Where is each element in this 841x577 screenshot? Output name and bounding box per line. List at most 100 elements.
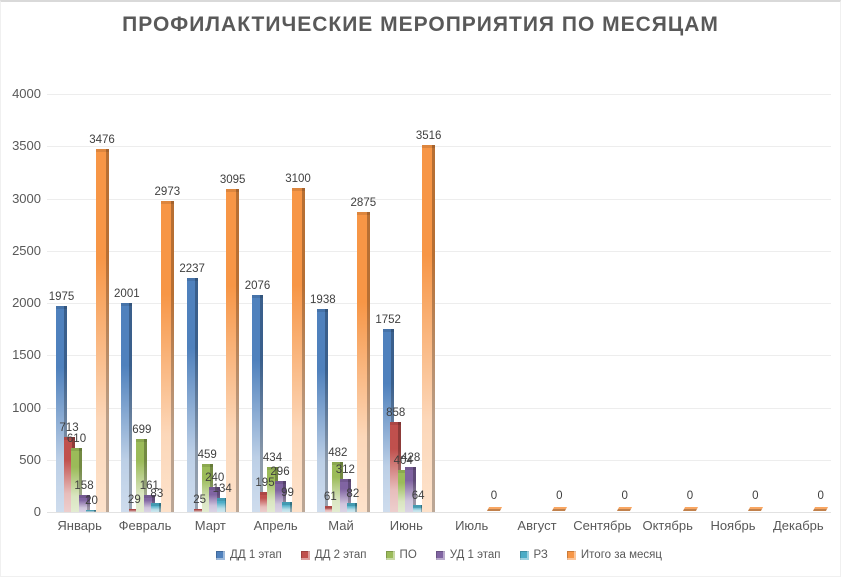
bar-value-label: 64 xyxy=(411,490,425,503)
bar xyxy=(267,466,278,512)
bar xyxy=(86,509,97,512)
legend-label: ДД 2 этап xyxy=(314,549,367,561)
gridline xyxy=(47,512,831,513)
bar xyxy=(186,278,198,512)
bar xyxy=(201,464,213,512)
legend-item: Итого за месяц xyxy=(566,549,662,561)
bar-value-label: 195 xyxy=(255,476,275,489)
bar-value-label: 2001 xyxy=(114,287,140,300)
bar-value-label: 0 xyxy=(490,490,498,502)
bar xyxy=(259,491,271,512)
bar-value-label: 99 xyxy=(281,486,294,499)
gridline xyxy=(47,407,831,409)
bar-value-label: 2076 xyxy=(244,280,271,293)
bar-value-label: 434 xyxy=(262,451,283,464)
legend-item: ПО xyxy=(385,549,417,561)
bar-value-label: 699 xyxy=(132,423,152,436)
bar-value-label: 29 xyxy=(127,493,141,506)
bar xyxy=(324,505,336,512)
bar-value-label: 3100 xyxy=(285,173,311,186)
bar-value-label: 858 xyxy=(386,407,406,420)
bar-value-label: 2875 xyxy=(350,196,377,209)
bar-value-label: 134 xyxy=(212,482,232,495)
x-axis-label: Октябрь xyxy=(642,518,693,533)
x-axis-label: Май xyxy=(328,518,354,533)
bar xyxy=(128,508,140,512)
bar-value-label: 83 xyxy=(150,488,164,501)
bar xyxy=(332,461,344,512)
zero-marker xyxy=(617,507,633,511)
gridline xyxy=(47,303,831,304)
bar xyxy=(143,495,155,512)
bar-value-label: 482 xyxy=(328,446,348,459)
x-axis-label: Февраль xyxy=(118,518,172,533)
y-axis-label: 1500 xyxy=(12,347,41,363)
bar xyxy=(405,467,417,512)
bar xyxy=(194,509,206,512)
bar-value-label: 0 xyxy=(686,490,694,502)
x-axis-label: Июнь xyxy=(389,518,423,533)
gridline xyxy=(47,94,831,95)
bar xyxy=(121,302,133,512)
bar xyxy=(291,188,305,512)
bar xyxy=(390,422,402,512)
bar xyxy=(339,479,351,512)
bar xyxy=(347,503,359,512)
legend-item: ДД 1 этап xyxy=(216,549,282,561)
x-axis-label: Сентябрь xyxy=(573,518,632,533)
bar xyxy=(422,144,436,512)
bar xyxy=(356,211,370,512)
bar xyxy=(274,481,286,512)
bar-value-label: 161 xyxy=(139,480,159,493)
chart-title: ПРОФИЛАКТИЧЕСКИЕ МЕРОПРИЯТИЯ ПО МЕСЯЦАМ xyxy=(122,13,719,36)
y-axis-label: 2000 xyxy=(12,295,41,310)
bar-value-label: 2973 xyxy=(154,186,181,199)
bar xyxy=(95,148,109,512)
bar-value-label: 2237 xyxy=(179,263,205,276)
zero-marker xyxy=(747,507,763,511)
bar-value-label: 3516 xyxy=(415,129,442,142)
bar-value-label: 1938 xyxy=(310,294,336,307)
bar xyxy=(282,501,293,512)
bar xyxy=(397,469,409,512)
gridline xyxy=(47,459,831,461)
bar-value-label: 3476 xyxy=(89,133,115,146)
legend-label: РЗ xyxy=(533,549,548,561)
bar xyxy=(317,309,329,512)
y-axis-label: 1000 xyxy=(12,399,41,415)
bar xyxy=(160,201,174,512)
bar-value-label: 428 xyxy=(401,452,421,465)
x-axis-label: Ноябрь xyxy=(710,518,756,533)
bar xyxy=(63,437,75,512)
y-axis-label: 0 xyxy=(33,504,41,519)
y-axis-label: 2500 xyxy=(12,242,41,258)
bar xyxy=(382,328,394,512)
legend-swatch-icon xyxy=(216,550,226,560)
legend-swatch-icon xyxy=(300,550,310,560)
zero-marker xyxy=(813,507,829,511)
legend-swatch-icon xyxy=(435,550,445,560)
bar xyxy=(216,497,228,512)
bar-value-label: 25 xyxy=(193,494,207,507)
bar-value-label: 61 xyxy=(323,490,337,503)
legend-label: ПО xyxy=(399,549,417,561)
x-axis-label: Апрель xyxy=(253,518,298,533)
bar-value-label: 610 xyxy=(66,433,87,446)
bar-value-label: 3095 xyxy=(219,173,246,186)
bar-value-label: 296 xyxy=(270,466,290,479)
legend-swatch-icon xyxy=(519,550,529,560)
legend-label: ДД 1 этап xyxy=(230,549,282,561)
bar xyxy=(136,438,148,512)
bar-value-label: 240 xyxy=(205,471,225,484)
bar-value-label: 0 xyxy=(752,490,759,502)
bar-value-label: 82 xyxy=(346,488,360,501)
x-axis-label: Июль xyxy=(455,518,489,533)
legend-swatch-icon xyxy=(566,550,576,560)
bar xyxy=(71,448,82,512)
legend-item: РЗ xyxy=(519,549,548,561)
legend-label: Итого за месяц xyxy=(580,549,662,561)
bar xyxy=(78,495,90,512)
bar-value-label: 0 xyxy=(621,490,628,502)
bar-value-label: 312 xyxy=(335,464,355,477)
